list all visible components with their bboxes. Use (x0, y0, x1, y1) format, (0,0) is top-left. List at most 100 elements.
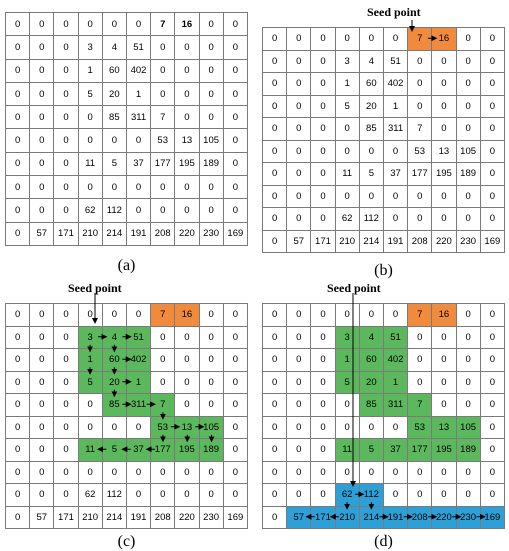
grid-cell: 0 (150, 35, 176, 60)
grid-cell: 0 (150, 483, 176, 507)
panel-c-label: (c) (117, 533, 136, 550)
grid-cell: 0 (261, 370, 288, 394)
grid-cell: 0 (479, 370, 506, 394)
grid-cell: 0 (150, 175, 176, 200)
grid-cell: 13 (174, 415, 200, 439)
grid-cell: 195 (431, 162, 457, 186)
grid-cell: 0 (53, 81, 79, 107)
grid-cell: 0 (310, 72, 336, 96)
grid-cell: 0 (29, 460, 55, 484)
grid-cell: 105 (198, 128, 224, 153)
grid-cell: 1 (382, 370, 409, 394)
grid-cell: 189 (198, 438, 224, 462)
grid-c: 0 0 0 0 0 0 7 16 0 0 0 0 0 3 4 51 0 0 0 0 0 0 0 1 60 402 0 0 0 0 0 0 0 5 2… (4, 303, 249, 529)
grid-cell: 105 (198, 415, 224, 439)
grid-cell: 57 (29, 221, 55, 246)
grid-cell: 0 (53, 175, 79, 200)
grid-cell: 0 (198, 460, 224, 484)
grid-cell: 208 (407, 229, 433, 253)
grid-cell: 220 (174, 221, 200, 246)
grid-cell: 0 (455, 72, 481, 96)
grid-cell: 4 (358, 325, 384, 349)
grid-cell: 0 (455, 483, 481, 507)
grid-cell: 112 (101, 483, 127, 507)
grid-cell: 7 (407, 393, 433, 417)
grid-cell: 0 (407, 207, 433, 231)
grid-row: 0 0 0 3 4 51 0 0 0 0 (4, 325, 249, 349)
grid-cell: 0 (261, 483, 288, 507)
grid-row: 0 57 171 210 214 191 208 220 230 169 (4, 505, 249, 529)
grid-cell: 0 (334, 184, 360, 208)
grid-cell: 0 (53, 325, 79, 349)
grid-cell: 1 (125, 81, 152, 107)
grid-cell: 0 (53, 483, 79, 507)
grid-cell: 0 (286, 139, 312, 163)
grid-row: 0 0 0 3 4 51 0 0 0 0 (261, 49, 506, 73)
grid-cell: 0 (261, 229, 288, 253)
grid-cell: 171 (310, 229, 336, 253)
grid-cell: 0 (261, 94, 288, 118)
grid-cell: 0 (455, 393, 481, 417)
grid-cell: 0 (358, 27, 384, 51)
grid-row: 0 57 171 210 214 191 208 220 230 169 (261, 505, 506, 529)
grid-cell: 0 (286, 325, 312, 349)
grid-cell: 13 (431, 139, 457, 163)
grid-cell: 0 (29, 325, 55, 349)
grid-cell: 0 (479, 162, 506, 186)
grid-cell: 0 (334, 415, 360, 439)
grid-cell: 0 (53, 128, 79, 153)
grid-cell: 0 (261, 27, 288, 51)
grid-row: 0 0 0 1 60 402 0 0 0 0 (261, 348, 506, 372)
grid-cell: 402 (125, 58, 152, 83)
grid-cell: 0 (407, 94, 433, 118)
grid-cell: 0 (198, 348, 224, 372)
grid-cell: 0 (77, 128, 103, 153)
grid-cell: 0 (431, 117, 457, 141)
grid-cell: 210 (334, 229, 360, 253)
grid-b: 0 0 0 0 0 0 7 16 0 0 0 0 0 3 4 51 0 0 0 0 0 0 0 1 60 402 0 0 0 0 0 0 0 5 2… (261, 27, 506, 253)
grid-cell: 0 (382, 460, 409, 484)
grid-cell: 171 (53, 221, 79, 246)
grid-cell: 11 (77, 438, 103, 462)
grid-cell: 0 (261, 348, 288, 372)
grid-cell: 0 (29, 393, 55, 417)
grid-cell: 112 (358, 207, 384, 231)
grid-cell: 7 (150, 105, 176, 130)
grid-cell: 311 (382, 117, 409, 141)
grid-cell: 0 (261, 460, 288, 484)
grid-cell: 0 (310, 184, 336, 208)
grid-cell: 0 (222, 370, 249, 394)
grid-cell: 0 (101, 460, 127, 484)
grid-cell: 0 (310, 370, 336, 394)
grid-cell: 0 (125, 11, 152, 37)
grid-cell: 0 (174, 35, 200, 60)
grid-cell: 53 (150, 128, 176, 153)
grid-cell: 214 (101, 221, 127, 246)
grid-cell: 0 (29, 81, 55, 107)
grid-cell: 0 (286, 303, 312, 327)
grid-cell: 0 (4, 128, 31, 153)
grid-cell: 0 (431, 72, 457, 96)
grid-cell: 195 (174, 151, 200, 177)
grid-cell: 62 (334, 483, 360, 507)
grid-cell: 4 (101, 325, 127, 349)
grid-row: 0 0 0 1 60 402 0 0 0 0 (4, 58, 249, 83)
grid-row: 0 0 0 11 5 37 177 195 189 0 (261, 162, 506, 186)
grid-cell: 191 (125, 505, 152, 529)
grid-cell: 1 (334, 72, 360, 96)
grid-cell: 13 (431, 415, 457, 439)
grid-cell: 0 (286, 94, 312, 118)
grid-cell: 0 (101, 303, 127, 327)
grid-cell: 1 (125, 370, 152, 394)
grid-cell: 16 (431, 27, 457, 51)
grid-cell: 0 (101, 128, 127, 153)
grid-cell: 0 (479, 139, 506, 163)
grid-cell: 191 (382, 505, 409, 529)
grid-cell: 311 (125, 105, 152, 130)
grid-cell: 57 (286, 505, 312, 529)
grid-cell: 105 (455, 415, 481, 439)
grid-cell: 4 (101, 35, 127, 60)
grid-cell: 16 (174, 303, 200, 327)
grid-cell: 0 (150, 198, 176, 223)
